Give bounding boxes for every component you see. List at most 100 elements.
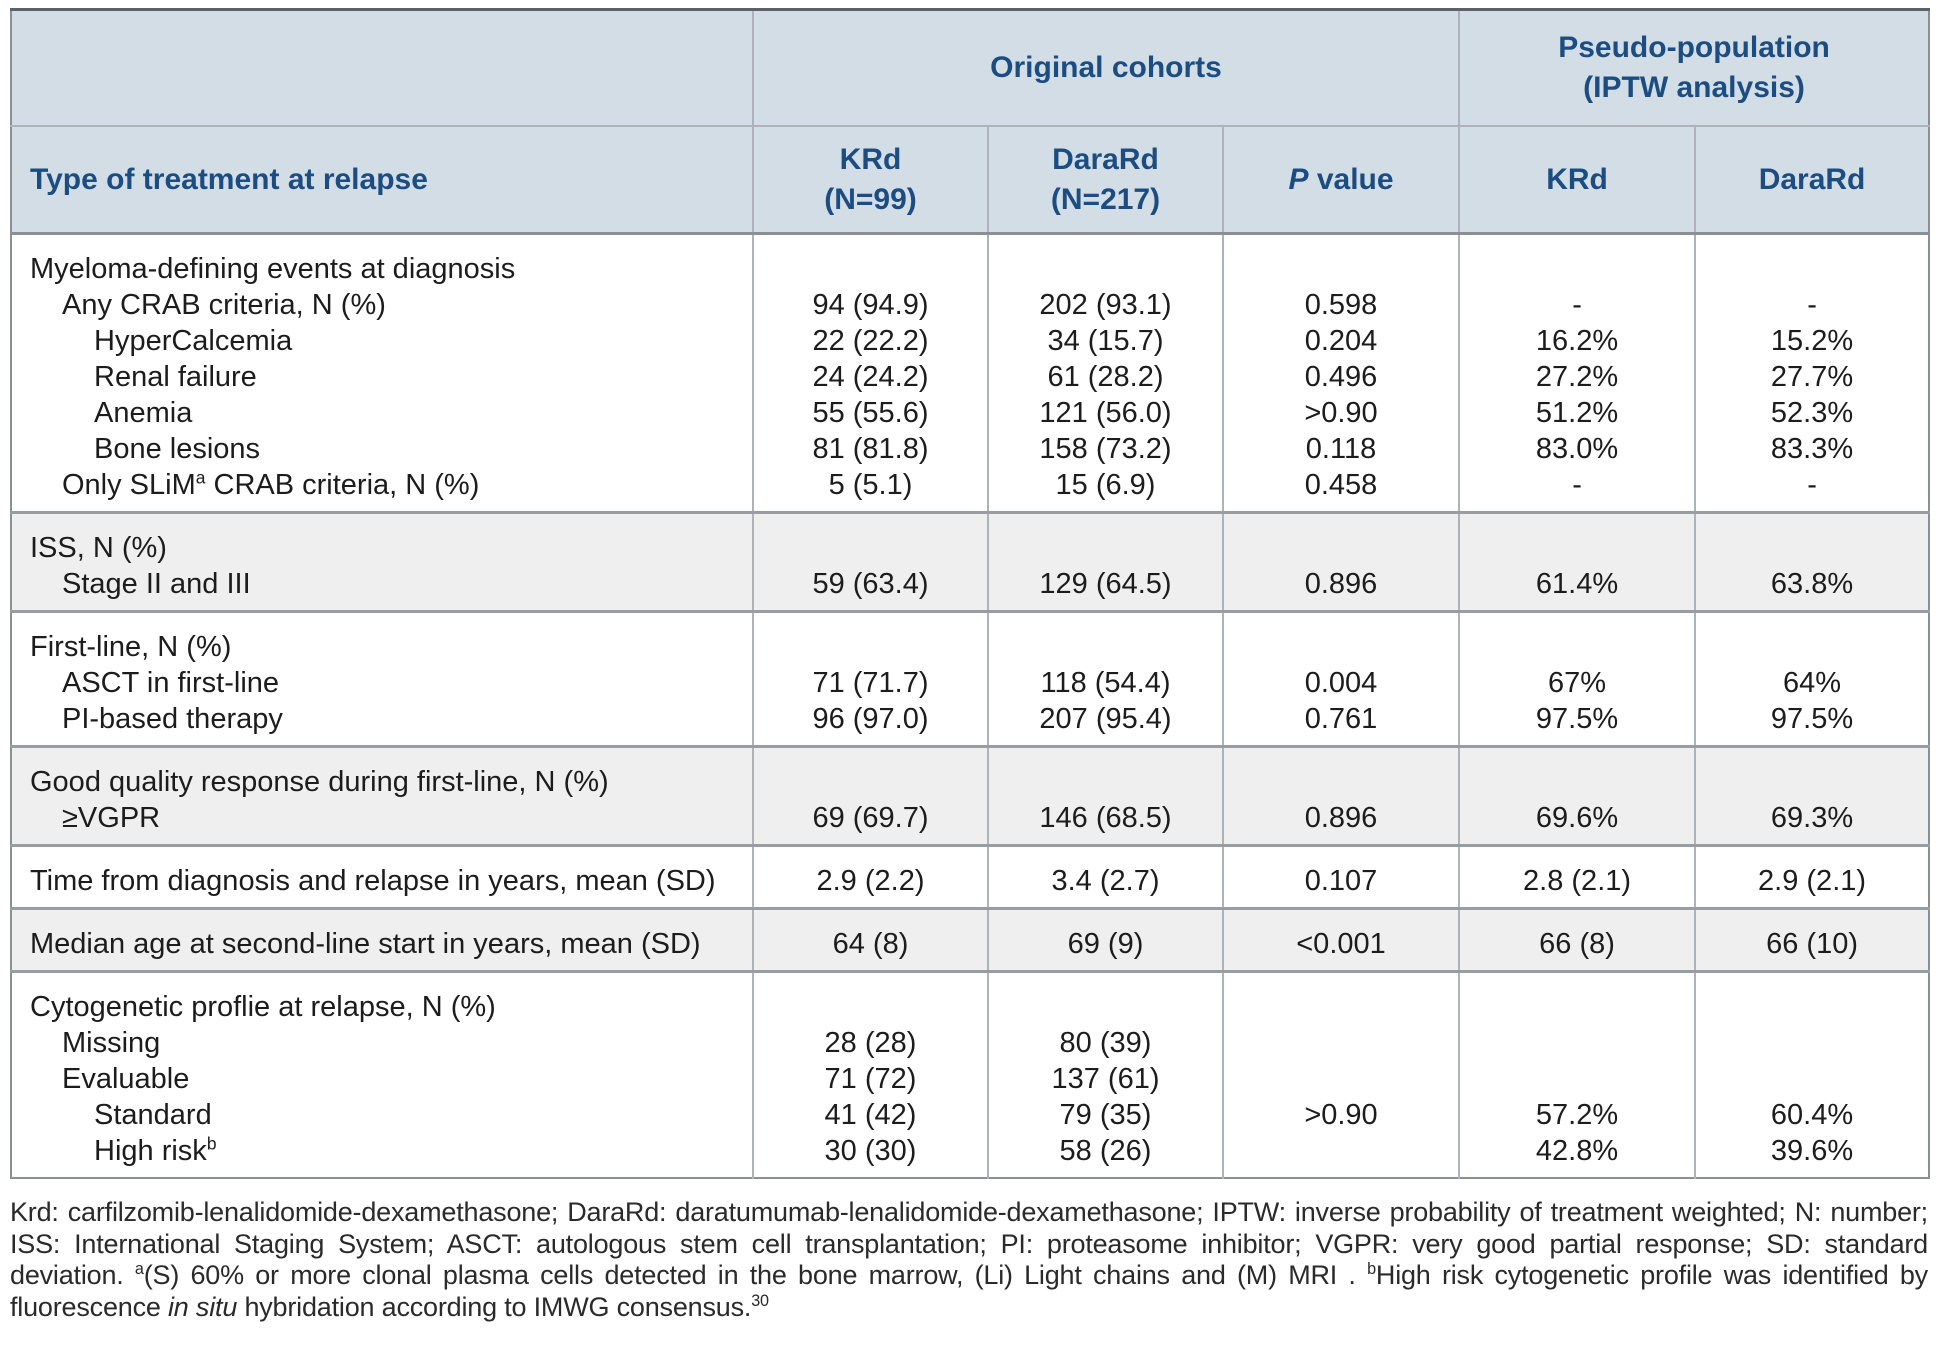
cell-value: 39.6%	[1770, 1135, 1854, 1167]
cell-value: 27.2%	[1535, 361, 1619, 393]
col-header-darard-pseudo: DaraRd	[1694, 126, 1930, 235]
cell-value: 2.8 (2.1)	[1523, 865, 1632, 897]
section-value-cell: 3.4 (2.7)	[987, 845, 1223, 909]
cell-value	[989, 530, 1222, 566]
section-label-cell: Myeloma-defining events at diagnosis Any …	[11, 233, 753, 513]
cell-value	[1224, 530, 1458, 566]
section-value-cell: 0.107	[1221, 845, 1460, 909]
section-value-cell: >0.90	[1221, 971, 1460, 1178]
cell-value: 57.2%	[1535, 1099, 1619, 1131]
cell-value: 94 (94.9)	[812, 289, 929, 321]
cell-value: 0.118	[1305, 433, 1377, 465]
cell-value: 51.2%	[1535, 397, 1619, 429]
cell-value: 0.107	[1304, 865, 1378, 897]
cell-value	[1696, 764, 1928, 800]
cell-value	[1696, 1025, 1928, 1061]
row-label: Myeloma-defining events at diagnosis	[30, 253, 516, 285]
cell-value: 5 (5.1)	[828, 469, 913, 501]
footnote: Krd: carfilzomib-lenalidomide-dexamethas…	[10, 1197, 1928, 1323]
cell-value	[754, 764, 987, 800]
cell-value: 0.204	[1304, 325, 1378, 357]
section-value-cell: - 16.2% 27.2% 51.2% 83.0% -	[1458, 233, 1696, 513]
cell-value: 97.5%	[1535, 703, 1619, 735]
cell-value: 146 (68.5)	[1039, 802, 1172, 834]
cell-value	[1460, 764, 1694, 800]
row-label: ISS, N (%)	[30, 532, 167, 564]
footnote-segment: in situ	[168, 1291, 238, 1322]
section-value-cell: 129 (64.5)	[987, 512, 1223, 612]
cell-value	[1696, 1061, 1928, 1097]
row-label: ASCT in first-line	[62, 667, 280, 699]
row-label: First-line, N (%)	[30, 631, 232, 663]
section-value-cell: 69 (69.7)	[752, 746, 988, 846]
section-row-1: ISS, N (%) Stage II and III 59 (63.4) 129…	[11, 512, 1930, 612]
cell-value: -	[1807, 469, 1817, 501]
footnote-segment: b	[1367, 1260, 1376, 1278]
cell-value: 55 (55.6)	[812, 397, 929, 429]
section-value-cell: 0.004 0.761	[1221, 611, 1460, 747]
row-label: Renal failure	[94, 361, 257, 393]
cell-value	[989, 251, 1222, 287]
section-value-cell: 0.598 0.204 0.496 >0.90 0.118 0.458	[1221, 233, 1460, 513]
corner-cell	[11, 9, 753, 127]
row-label: ≥VGPR	[62, 802, 161, 834]
cell-value: 202 (93.1)	[1039, 289, 1172, 321]
cell-value: -	[1807, 289, 1817, 321]
cell-value	[1224, 764, 1458, 800]
cell-value	[754, 530, 987, 566]
cell-value	[1224, 989, 1458, 1025]
cell-value: 22 (22.2)	[812, 325, 929, 357]
cell-value: 15 (6.9)	[1055, 469, 1156, 501]
cell-value: 83.0%	[1535, 433, 1619, 465]
section-value-cell: 202 (93.1) 34 (15.7) 61 (28.2) 121 (56.0) 15…	[987, 233, 1223, 513]
section-value-cell: 28 (28) 71 (72) 41 (42) 30 (30)	[752, 971, 988, 1178]
cell-value: 69.3%	[1770, 802, 1854, 834]
cell-value: 96 (97.0)	[812, 703, 929, 735]
section-label-cell: First-line, N (%) ASCT in first-line PI-ba…	[11, 611, 753, 747]
row-label: High riskb	[94, 1133, 217, 1167]
row-label: Missing	[62, 1027, 161, 1059]
cell-value: 0.896	[1304, 568, 1378, 600]
section-value-cell: 57.2% 42.8%	[1458, 971, 1696, 1178]
section-value-cell: 118 (54.4) 207 (95.4)	[987, 611, 1223, 747]
section-value-cell: 0.896	[1221, 746, 1460, 846]
cell-value: 0.598	[1304, 289, 1378, 321]
column-header-row: Type of treatment at relapse KRd (N=99) …	[11, 126, 1930, 235]
row-label: Good quality response during first-line,…	[30, 766, 609, 798]
cell-value	[1696, 530, 1928, 566]
cell-value: 64%	[1783, 667, 1842, 699]
cell-value: 121 (56.0)	[1039, 397, 1172, 429]
row-label: Stage II and III	[62, 568, 251, 600]
cell-value: 66 (8)	[1539, 928, 1615, 960]
cell-value	[1460, 629, 1694, 665]
cell-value: 61 (28.2)	[1047, 361, 1164, 393]
cell-value: 0.761	[1304, 703, 1378, 735]
cell-value	[1696, 629, 1928, 665]
cell-value	[754, 251, 987, 287]
cell-value: 24 (24.2)	[812, 361, 929, 393]
col-header-krd-original: KRd (N=99)	[752, 126, 988, 235]
section-value-cell: 2.9 (2.2)	[752, 845, 988, 909]
cell-value: 71 (71.7)	[812, 667, 929, 699]
cell-value	[1224, 1133, 1458, 1169]
cell-value: 41 (42)	[824, 1099, 917, 1131]
section-value-cell: 66 (10)	[1694, 908, 1930, 972]
cell-value	[989, 989, 1222, 1025]
cell-value	[1460, 251, 1694, 287]
cell-value: 83.3%	[1770, 433, 1854, 465]
section-value-cell: 69.3%	[1694, 746, 1930, 846]
section-label-cell: ISS, N (%) Stage II and III	[11, 512, 753, 612]
cell-value: -	[1572, 289, 1582, 321]
cell-value	[1460, 530, 1694, 566]
cell-value	[1696, 251, 1928, 287]
cell-value: 63.8%	[1770, 568, 1854, 600]
section-label-cell: Time from diagnosis and relapse in years…	[11, 845, 753, 909]
section-row-2: First-line, N (%) ASCT in first-line PI-ba…	[11, 611, 1930, 747]
table-header: Original cohorts Pseudo-population (IPTW…	[11, 9, 1930, 235]
footnote-segment: (S) 60% or more clonal plasma cells dete…	[143, 1260, 1368, 1290]
cell-value: 27.7%	[1770, 361, 1854, 393]
cell-value: 118 (54.4)	[1040, 667, 1171, 699]
cell-value: 3.4 (2.7)	[1051, 865, 1160, 897]
cell-value: 2.9 (2.1)	[1758, 865, 1867, 897]
section-value-cell: <0.001	[1221, 908, 1460, 972]
